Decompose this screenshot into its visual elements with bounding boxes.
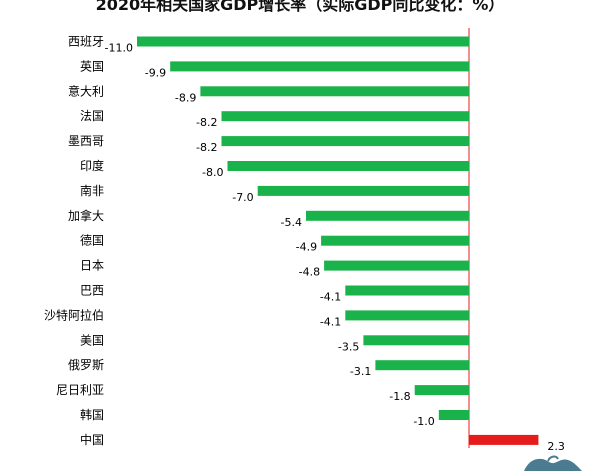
chart-title: 2020年相关国家GDP增长率（实际GDP同比变化：%） — [95, 0, 505, 14]
category-label: 德国 — [80, 233, 104, 248]
bar — [345, 285, 469, 296]
bar — [324, 260, 469, 271]
data-label: -4.9 — [296, 241, 317, 254]
category-label: 日本 — [80, 259, 104, 273]
category-label: 加拿大 — [68, 208, 104, 223]
category-label: 意大利 — [68, 83, 104, 98]
bar — [221, 136, 469, 147]
category-label: 中国 — [80, 432, 104, 447]
data-label: -8.0 — [202, 166, 223, 179]
category-label: 印度 — [80, 158, 104, 173]
data-label: -4.8 — [299, 266, 320, 279]
data-label: -8.2 — [196, 116, 217, 129]
category-label: 西班牙 — [68, 35, 104, 49]
category-label: 墨西哥 — [68, 134, 104, 148]
data-label: -11.0 — [105, 42, 133, 55]
bar — [375, 360, 469, 371]
bar — [257, 185, 469, 196]
category-label: 法国 — [80, 109, 104, 123]
category-label: 韩国 — [80, 407, 104, 422]
data-label: -8.9 — [175, 91, 196, 104]
data-label: -7.0 — [232, 191, 253, 204]
bar — [170, 61, 469, 72]
bar — [321, 235, 469, 246]
category-label: 英国 — [80, 59, 104, 73]
data-label: -4.1 — [320, 291, 341, 304]
bar — [200, 86, 469, 97]
data-label: -1.8 — [389, 390, 410, 403]
data-label: -9.9 — [145, 66, 166, 79]
bar — [306, 210, 469, 221]
bar — [345, 310, 469, 321]
data-label: 2.3 — [547, 440, 565, 453]
data-label: -8.2 — [196, 141, 217, 154]
category-label: 尼日利亚 — [56, 383, 104, 397]
data-label: -1.0 — [413, 415, 434, 428]
bar — [414, 385, 469, 396]
bar — [227, 161, 469, 171]
category-label: 沙特阿拉伯 — [44, 307, 104, 322]
bar — [438, 410, 469, 420]
category-label: 美国 — [80, 333, 104, 347]
bar — [363, 335, 469, 346]
logo-icon — [524, 455, 582, 471]
bar — [221, 111, 469, 122]
data-label: -3.5 — [338, 340, 359, 353]
category-label: 俄罗斯 — [68, 358, 104, 372]
data-label: -4.1 — [320, 315, 341, 328]
data-label: -5.4 — [281, 216, 302, 229]
category-label: 巴西 — [80, 284, 104, 298]
category-label: 南非 — [80, 183, 104, 198]
bar — [469, 434, 539, 445]
data-label: -3.1 — [350, 365, 371, 378]
bar — [137, 36, 469, 47]
